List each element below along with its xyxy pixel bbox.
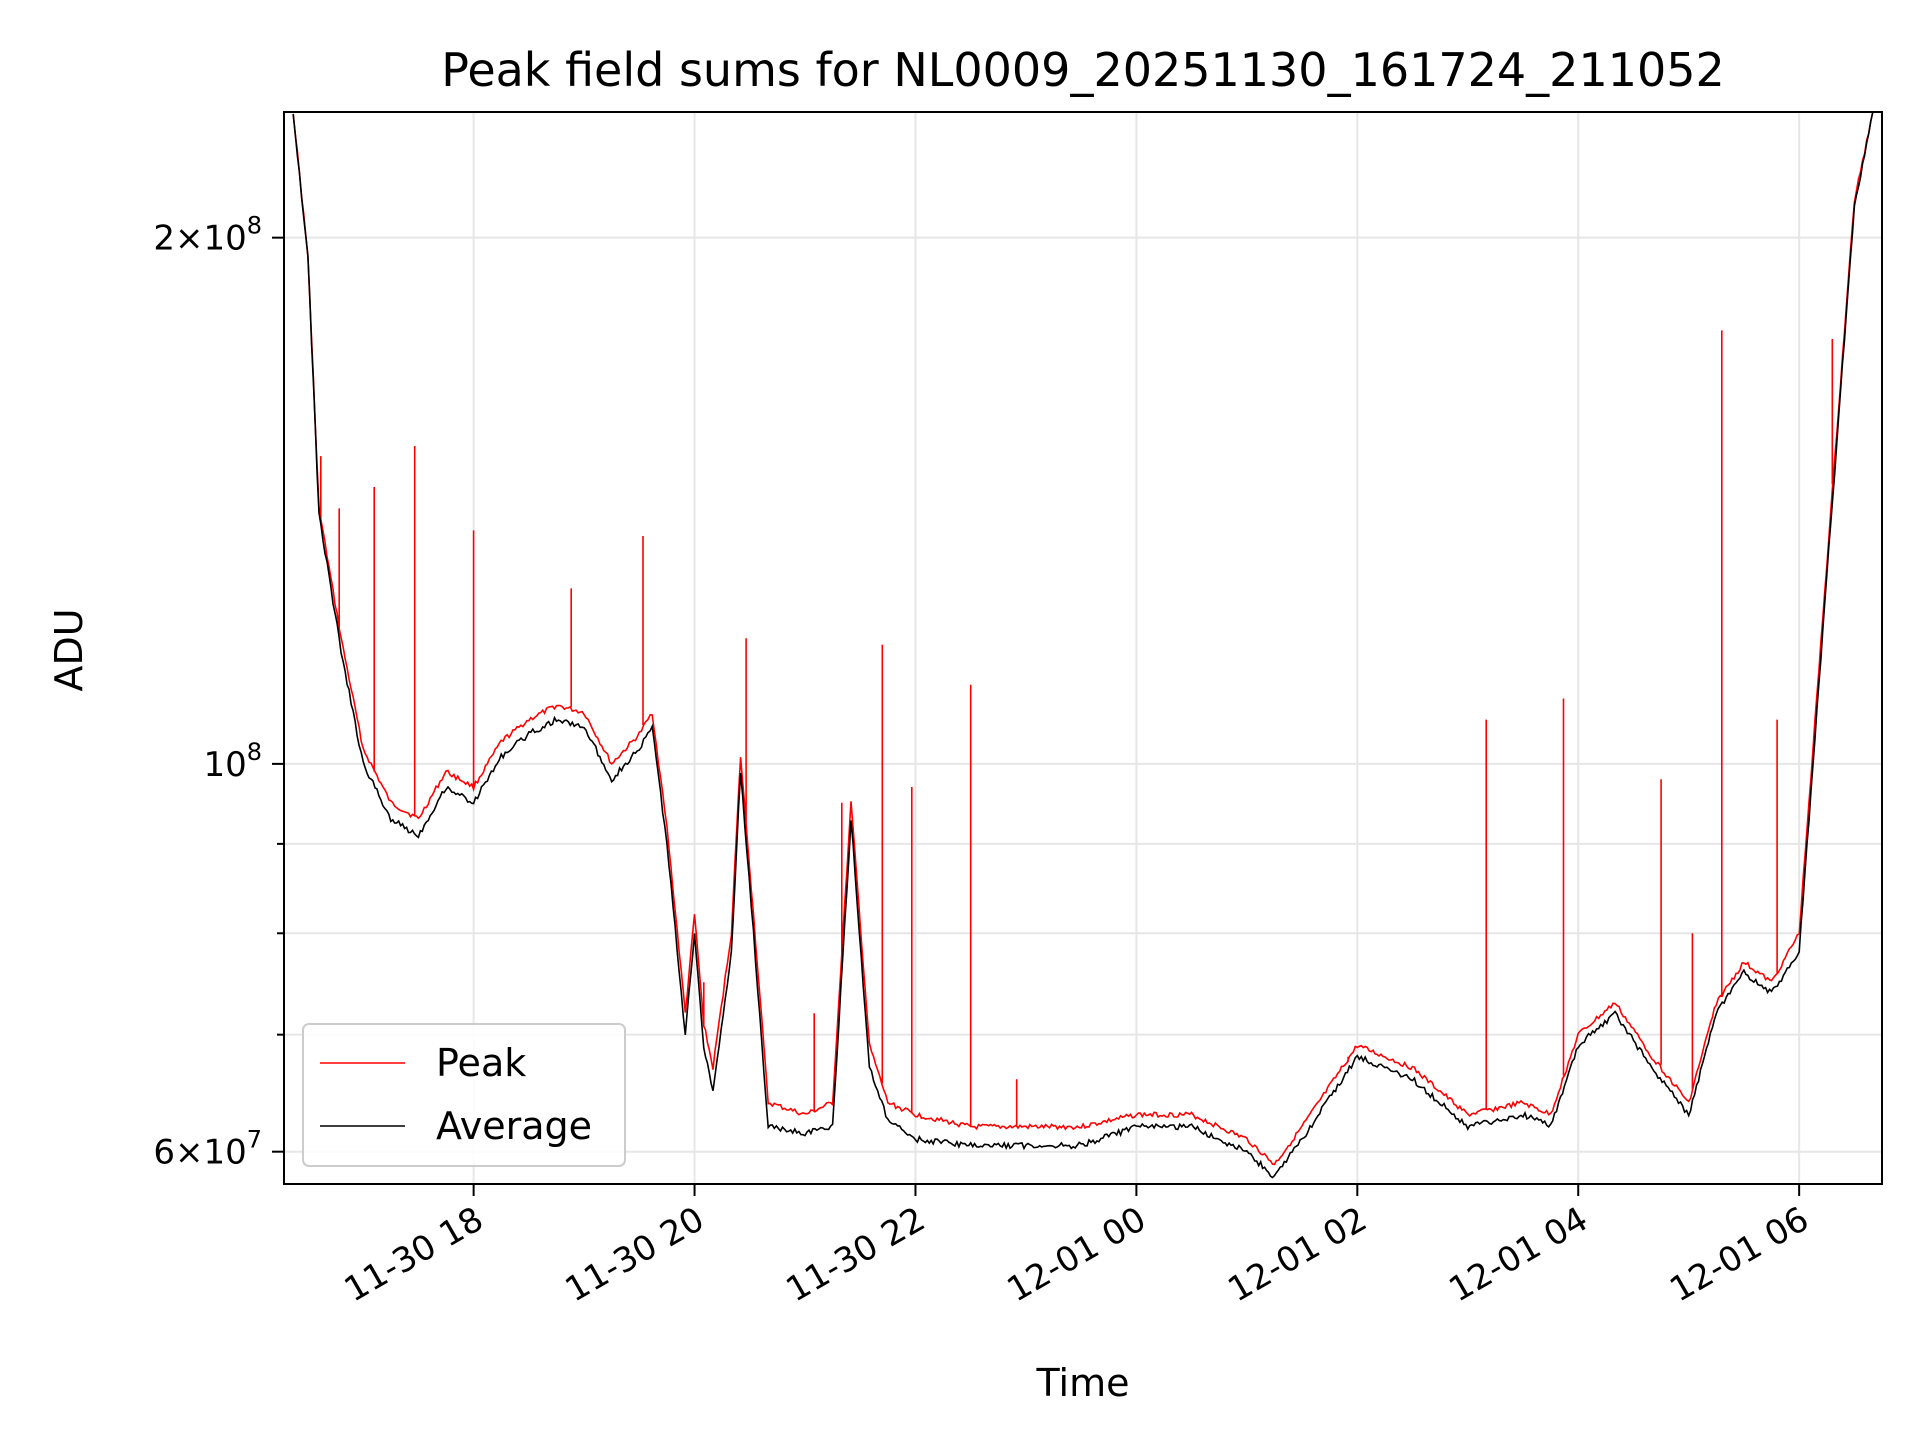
y-tick-exponent: 8 — [247, 738, 262, 766]
y-tick-label: 6×107 — [153, 1126, 262, 1173]
y-tick-exponent: 8 — [247, 212, 262, 240]
plot-area-frame — [283, 111, 1883, 1185]
legend-label-peak: Peak — [436, 1041, 526, 1085]
y-tick-times: × — [175, 219, 204, 259]
series-line-peak — [292, 111, 1874, 1166]
series-line-average — [292, 111, 1874, 1179]
y-tick-base: 10 — [203, 219, 246, 259]
y-tick-mantissa: 6 — [153, 1133, 175, 1173]
y-axis-label: ADU — [47, 608, 91, 691]
y-tick-times: × — [175, 1133, 204, 1173]
legend-box — [302, 1023, 626, 1167]
y-tick-exponent: 7 — [247, 1126, 262, 1154]
chart-title: Peak field sums for NL0009_20251130_1617… — [441, 43, 1725, 97]
y-tick-mantissa: 2 — [153, 219, 175, 259]
y-tick-base: 10 — [203, 745, 246, 785]
y-tick-base: 10 — [203, 1133, 246, 1173]
series-layer — [292, 111, 1874, 1179]
legend: Peak Average — [302, 1023, 626, 1167]
y-tick-label: 2×108 — [153, 212, 262, 259]
y-tick-label: 108 — [203, 738, 262, 785]
legend-label-average: Average — [436, 1104, 592, 1148]
x-axis-label: Time — [1036, 1361, 1130, 1405]
